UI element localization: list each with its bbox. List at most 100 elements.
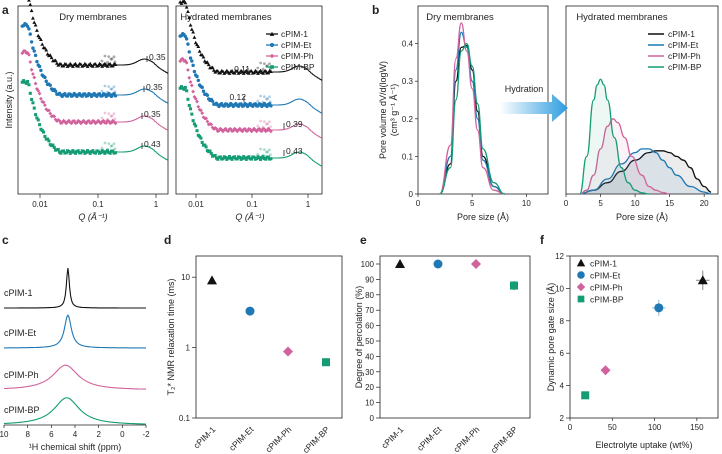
legend-marker (270, 65, 274, 69)
panel-a-noise-point (103, 111, 107, 115)
panel-a-noise-point (108, 151, 112, 155)
panel-b-area (579, 150, 712, 194)
panel-a-marker (201, 89, 206, 93)
panel-f-point-cPIM-1 (697, 275, 708, 285)
panel-e-ytick-label: 50 (365, 337, 374, 346)
panel-a-fit-line (113, 145, 169, 161)
panel-a-marker (211, 68, 216, 72)
panel-a-noise-point (103, 141, 107, 145)
panel-c-trace (4, 314, 146, 349)
panel-c-trace (4, 267, 146, 309)
panel-a-marker (109, 120, 114, 125)
panel-a-dry-xticks: 0.01 0.1 1 (32, 194, 159, 209)
panel-f-legend: cPIM-1 cPIM-Et cPIM-Ph cPIM-BP (576, 259, 624, 305)
panel-d-point-cPIM-1 (207, 275, 217, 285)
panel-a-noise-point (112, 142, 116, 146)
panel-a-noise-point (103, 54, 107, 58)
panel-b-hydrated-data (579, 78, 712, 195)
panel-a-marker (39, 96, 43, 101)
panel-a-marker (186, 9, 190, 14)
panel-b-hydrated-xlabel: Pore size (Å) (616, 212, 668, 222)
panel-a-series-cPIM-BP (20, 79, 169, 161)
panel-a-noise-point (265, 97, 268, 101)
panel-a-marker (77, 119, 82, 124)
panel-a-marker (239, 128, 243, 133)
panel-a-marker (88, 61, 93, 66)
legend-marker (269, 53, 275, 59)
panel-a-marker (53, 117, 58, 122)
panel-a-marker (230, 68, 234, 73)
panel-b-pore-size: Pore volume dV/d(logW) (cm³ g⁻¹ Å⁻¹) Dry… (378, 5, 719, 222)
panel-a-marker (210, 99, 215, 103)
panel-a-dry-peak-label: 0.35 (146, 82, 163, 92)
panel-a-marker (235, 157, 239, 161)
panel-a-marker (68, 120, 73, 125)
panel-a-marker (249, 157, 253, 161)
panel-f-xtick-label: 0 (568, 423, 573, 432)
panel-a-marker (201, 115, 206, 120)
panel-b-area (579, 118, 670, 194)
panel-b-dry-xlabel: Pore size (Å) (457, 212, 509, 222)
panel-a-marker (230, 157, 234, 161)
legend-label: cPIM-Et (668, 40, 699, 50)
panel-a-dry-xtick-label: 0.01 (32, 200, 48, 209)
panel-b-xtick-label: 5 (470, 199, 475, 208)
panel-a-noise-point (256, 99, 260, 103)
panel-a-marker (36, 118, 40, 122)
panel-a-marker (34, 113, 38, 117)
panel-a-marker (187, 50, 191, 54)
panel-a-marker (96, 149, 100, 153)
panel-letter-b: b (372, 3, 379, 17)
panel-a-marker (205, 93, 210, 98)
panel-a-marker (179, 1, 184, 5)
panel-a-marker (183, 0, 188, 5)
panel-c-traces: cPIM-1 cPIM-Et cPIM-Ph cPIM-BP (3, 267, 146, 425)
panel-e-percolation: Degree of percolation (%) 0 10 20 30 40 50 60 7… (354, 255, 531, 454)
panel-a-marker (191, 89, 196, 94)
panel-a-hydrated-peak-label: 0.11 (234, 64, 250, 74)
panel-a-marker (209, 122, 214, 127)
panel-f-xlabel: Electrolyte uptake (wt%) (595, 440, 692, 450)
panel-e-ytick-label: 40 (365, 352, 374, 361)
panel-a-marker (84, 150, 88, 154)
panel-a-marker (31, 72, 35, 76)
panel-b-line-cPIM-Ph (579, 118, 670, 195)
panel-a-hydrated-xticks: 0.01 0.1 1 (188, 194, 311, 209)
panel-a-marker (37, 64, 42, 69)
panel-a-marker (37, 35, 42, 40)
panel-a-hydrated-xtick-label: 0.1 (246, 200, 258, 209)
legend-label: cPIM-1 (590, 259, 617, 269)
panel-f-point-cPIM-Et (654, 303, 664, 313)
legend-marker (269, 31, 275, 36)
panel-a-noise-point (266, 150, 269, 154)
panel-a-marker (108, 62, 113, 66)
panel-a-marker (26, 79, 30, 84)
panel-a-marker (42, 130, 46, 134)
panel-a-series-cPIM-Ph (178, 57, 323, 139)
panel-a-marker (226, 129, 231, 134)
panel-a-marker (79, 151, 83, 155)
panel-a-fit-line (269, 151, 323, 167)
panel-c-xtick-label: 8 (25, 430, 30, 439)
panel-letter-f: f (540, 233, 545, 247)
panel-a-marker (93, 121, 98, 126)
panel-f-ytick-label: 10 (555, 284, 564, 293)
panel-e-frame (379, 255, 531, 419)
panel-a-marker (28, 2, 33, 7)
panel-a-noise-point (266, 122, 269, 126)
panel-a-marker (204, 145, 208, 149)
panel-a-marker (235, 69, 240, 73)
panel-a-noise-point (108, 121, 112, 125)
panel-e-ytick-label: 100 (361, 260, 375, 269)
panel-a-marker (44, 48, 49, 52)
panel-a-marker (59, 151, 63, 155)
panel-a-marker (92, 119, 97, 124)
panel-b-area (579, 148, 712, 194)
panel-a-marker (43, 103, 47, 108)
panel-a-ylabel: Intensity (a.u.) (4, 71, 14, 128)
panel-a-marker (48, 53, 53, 57)
panel-a-noise-point (107, 112, 111, 116)
panel-a-marker (195, 42, 199, 47)
panel-a-marker (213, 153, 217, 157)
